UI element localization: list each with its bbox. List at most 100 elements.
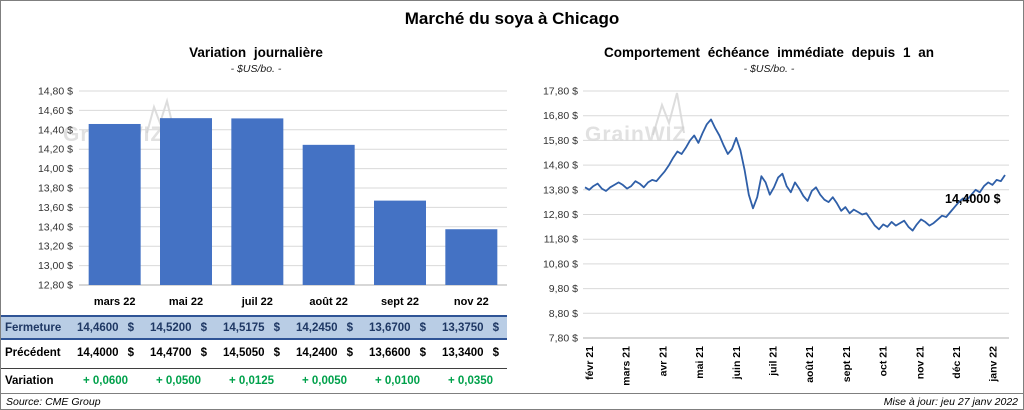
table-cell: 13,6600 $ <box>361 347 434 359</box>
table-cell: + 0,0600 <box>69 375 142 387</box>
cell-value: 13,6600 <box>369 346 411 359</box>
svg-text:7,80 $: 7,80 $ <box>549 333 578 345</box>
table-cell: 14,5050 $ <box>215 347 288 359</box>
footer: Source: CME Group Mise à jour: jeu 27 ja… <box>1 393 1023 409</box>
svg-text:13,20 $: 13,20 $ <box>38 241 73 253</box>
svg-text:14,20 $: 14,20 $ <box>38 144 73 156</box>
cell-value: + 0,0100 <box>374 374 421 387</box>
svg-text:GrainWIZ: GrainWIZ <box>585 123 686 146</box>
cell-value: 14,5050 <box>223 346 265 359</box>
cell-currency: $ <box>346 321 353 334</box>
cell-currency: $ <box>200 321 207 334</box>
table-cell: 14,5175 $ <box>215 322 288 334</box>
table-cell: 14,4600 $ <box>69 322 142 334</box>
cell-currency: $ <box>127 346 134 359</box>
table-cell: + 0,0100 <box>361 375 434 387</box>
table-cell: 13,6700 $ <box>361 322 434 334</box>
cell-currency: $ <box>273 321 280 334</box>
daily-variation-bar-chart: GrainWIZ14,80 $14,60 $14,40 $14,20 $14,0… <box>38 86 507 308</box>
table-cell: 14,4700 $ <box>142 347 215 359</box>
svg-text:mars 21: mars 21 <box>621 346 633 386</box>
row-label-variation: Variation <box>5 374 54 387</box>
svg-text:14,80 $: 14,80 $ <box>38 86 73 98</box>
svg-text:nov 21: nov 21 <box>914 346 926 379</box>
cell-value: 14,2450 <box>296 321 338 334</box>
cell-value: + 0,0500 <box>155 374 202 387</box>
svg-text:13,80 $: 13,80 $ <box>38 183 73 195</box>
cell-value: + 0,0600 <box>82 374 129 387</box>
svg-text:11,80 $: 11,80 $ <box>544 234 578 246</box>
cell-value: 14,5175 <box>223 321 265 334</box>
table-cell: + 0,0125 <box>215 375 288 387</box>
table-row-variation: Variation + 0,0600 + 0,0500 + 0,0125 + 0… <box>1 368 507 392</box>
svg-text:sept 21: sept 21 <box>841 346 853 382</box>
table-cell: + 0,0500 <box>142 375 215 387</box>
svg-text:juil 21: juil 21 <box>768 346 780 377</box>
table-cell: + 0,0350 <box>434 375 507 387</box>
line-chart-subtitle: - $US/bo. - <box>743 63 795 75</box>
svg-text:14,00 $: 14,00 $ <box>38 163 73 175</box>
svg-text:12,80 $: 12,80 $ <box>543 209 578 221</box>
source-note: Source: CME Group <box>6 396 101 408</box>
svg-text:15,80 $: 15,80 $ <box>543 135 578 147</box>
update-note: Mise à jour: jeu 27 janv 2022 <box>883 396 1018 408</box>
svg-text:14,4000 $: 14,4000 $ <box>945 192 1001 206</box>
cell-currency: $ <box>419 346 426 359</box>
cell-currency: $ <box>127 321 134 334</box>
cell-currency: $ <box>419 321 426 334</box>
svg-text:9,80 $: 9,80 $ <box>549 283 578 295</box>
cell-value: 14,5200 <box>150 321 192 334</box>
cell-value: 14,4600 <box>77 321 119 334</box>
front-month-line-chart: GrainWIZ 17,80 $ 16,80 $ 15,80 $ 14,80 $ 13,8… <box>543 86 1009 386</box>
svg-text:17,80 $: 17,80 $ <box>543 86 578 98</box>
table-cell: 13,3400 $ <box>434 347 507 359</box>
table-cell: 14,5200 $ <box>142 322 215 334</box>
svg-text:févr 21: févr 21 <box>584 346 596 380</box>
svg-text:août 21: août 21 <box>804 346 816 383</box>
cell-value: 13,3750 <box>442 321 484 334</box>
cell-currency: $ <box>273 346 280 359</box>
cell-value: 14,4700 <box>150 346 192 359</box>
svg-text:16,80 $: 16,80 $ <box>543 110 578 122</box>
table-cell: 14,2400 $ <box>288 347 361 359</box>
svg-text:janv 22: janv 22 <box>988 346 1000 383</box>
row-label-precedent: Précédent <box>5 346 61 359</box>
bar-chart-subtitle: - $US/bo. - <box>230 63 282 75</box>
cell-value: 13,3400 <box>442 346 484 359</box>
cell-value: 14,4000 <box>77 346 119 359</box>
svg-text:14,40 $: 14,40 $ <box>38 124 73 136</box>
svg-text:13,40 $: 13,40 $ <box>38 221 73 233</box>
svg-text:août 22: août 22 <box>309 296 348 308</box>
svg-text:14,80 $: 14,80 $ <box>543 160 578 172</box>
price-table: Fermeture 14,4600 $ 14,5200 $ 14,5175 $ 14,… <box>1 315 507 392</box>
row-label-fermeture: Fermeture <box>5 321 62 334</box>
svg-text:juin 21: juin 21 <box>731 346 743 380</box>
svg-text:12,80 $: 12,80 $ <box>38 280 73 292</box>
svg-text:nov 22: nov 22 <box>454 296 489 308</box>
svg-text:8,80 $: 8,80 $ <box>549 308 578 320</box>
svg-text:avr 21: avr 21 <box>657 346 669 377</box>
cell-value: 13,6700 <box>369 321 411 334</box>
svg-text:10,80 $: 10,80 $ <box>543 258 578 270</box>
cell-value: 14,2400 <box>296 346 338 359</box>
table-cell: + 0,0050 <box>288 375 361 387</box>
table-cell: 13,3750 $ <box>434 322 507 334</box>
table-cell: 14,2450 $ <box>288 322 361 334</box>
cell-value: + 0,0350 <box>447 374 494 387</box>
cell-currency: $ <box>200 346 207 359</box>
svg-text:sept 22: sept 22 <box>381 296 419 308</box>
cell-value: + 0,0050 <box>301 374 348 387</box>
page-title: Marché du soya à Chicago <box>404 9 620 28</box>
svg-text:13,60 $: 13,60 $ <box>38 202 73 214</box>
svg-text:mai 22: mai 22 <box>169 296 203 308</box>
svg-text:mars 22: mars 22 <box>94 296 136 308</box>
bar-chart-title: Variation journalière <box>189 45 323 60</box>
svg-text:mai 21: mai 21 <box>694 346 706 379</box>
cell-value: + 0,0125 <box>228 374 275 387</box>
cell-currency: $ <box>492 321 499 334</box>
svg-text:13,80 $: 13,80 $ <box>543 184 578 196</box>
table-row-precedent: Précédent 14,4000 $ 14,4700 $ 14,5050 $ 14,… <box>1 340 507 365</box>
svg-text:14,60 $: 14,60 $ <box>38 105 73 117</box>
line-chart-title: Comportement échéance immédiate depuis 1… <box>603 45 935 60</box>
